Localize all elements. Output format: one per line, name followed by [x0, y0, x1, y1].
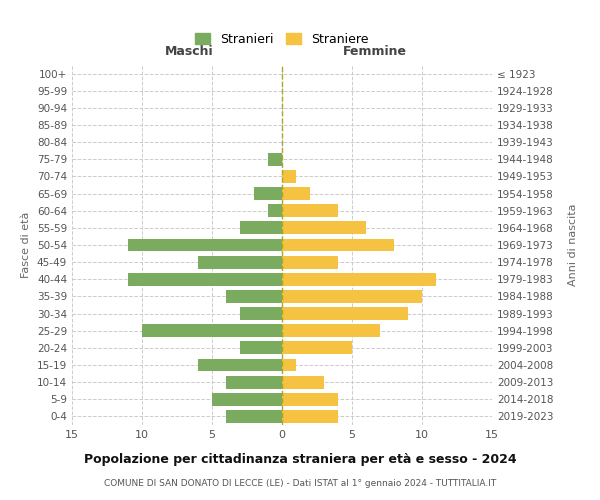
Bar — [282, 324, 380, 337]
Text: COMUNE DI SAN DONATO DI LECCE (LE) - Dati ISTAT al 1° gennaio 2024 - TUTTITALIA.: COMUNE DI SAN DONATO DI LECCE (LE) - Dat… — [104, 479, 496, 488]
Legend: Stranieri, Straniere: Stranieri, Straniere — [190, 28, 374, 51]
Bar — [282, 273, 436, 285]
Text: Femmine: Femmine — [343, 45, 406, 58]
Bar — [240, 222, 282, 234]
Bar — [226, 376, 282, 388]
Bar — [282, 238, 394, 252]
Bar — [282, 393, 338, 406]
Bar — [282, 358, 296, 372]
Bar — [268, 204, 282, 217]
Bar — [226, 290, 282, 303]
Text: Popolazione per cittadinanza straniera per età e sesso - 2024: Popolazione per cittadinanza straniera p… — [83, 452, 517, 466]
Text: Maschi: Maschi — [165, 45, 214, 58]
Bar — [282, 204, 338, 217]
Bar — [198, 256, 282, 268]
Bar — [268, 153, 282, 166]
Bar — [240, 307, 282, 320]
Bar — [282, 307, 408, 320]
Bar — [128, 273, 282, 285]
Bar — [198, 358, 282, 372]
Bar — [128, 238, 282, 252]
Bar — [282, 410, 338, 423]
Bar — [282, 376, 324, 388]
Bar — [282, 256, 338, 268]
Bar — [254, 187, 282, 200]
Bar — [226, 410, 282, 423]
Bar — [282, 222, 366, 234]
Bar — [282, 187, 310, 200]
Bar — [212, 393, 282, 406]
Bar — [240, 342, 282, 354]
Y-axis label: Fasce di età: Fasce di età — [22, 212, 31, 278]
Bar — [282, 170, 296, 183]
Y-axis label: Anni di nascita: Anni di nascita — [568, 204, 577, 286]
Bar — [142, 324, 282, 337]
Bar — [282, 342, 352, 354]
Bar — [282, 290, 422, 303]
